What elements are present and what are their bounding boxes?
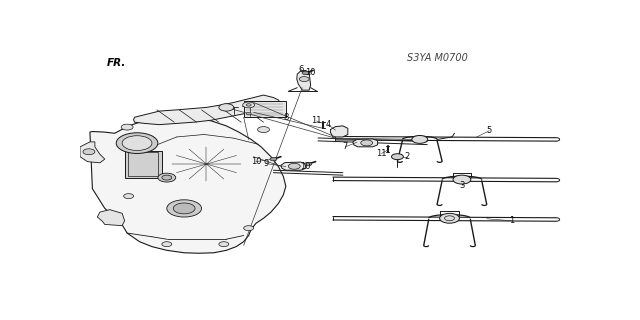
Circle shape	[246, 112, 251, 115]
Circle shape	[122, 136, 152, 150]
Circle shape	[167, 200, 202, 217]
Text: 10: 10	[300, 162, 311, 171]
Polygon shape	[353, 139, 378, 147]
Polygon shape	[90, 116, 286, 253]
Circle shape	[412, 135, 428, 143]
Polygon shape	[80, 142, 105, 163]
Circle shape	[116, 133, 158, 154]
Text: 9: 9	[264, 159, 269, 168]
Polygon shape	[125, 150, 162, 178]
Text: 10: 10	[251, 157, 261, 166]
Circle shape	[302, 71, 309, 75]
Text: 11: 11	[311, 116, 322, 125]
Circle shape	[440, 213, 460, 223]
Text: 8: 8	[283, 113, 289, 122]
Polygon shape	[134, 95, 281, 124]
Text: 11: 11	[376, 149, 387, 158]
Polygon shape	[244, 101, 286, 117]
Circle shape	[300, 76, 309, 82]
Circle shape	[361, 140, 372, 146]
Circle shape	[392, 154, 403, 160]
Text: 2: 2	[404, 152, 410, 161]
Text: FR.: FR.	[108, 58, 127, 68]
Circle shape	[288, 163, 300, 169]
Circle shape	[162, 175, 172, 180]
Text: 10: 10	[305, 68, 316, 77]
Circle shape	[243, 102, 255, 108]
Circle shape	[158, 173, 176, 182]
Circle shape	[219, 242, 229, 247]
Text: 5: 5	[486, 126, 492, 135]
Circle shape	[257, 127, 269, 132]
Polygon shape	[97, 210, 125, 226]
Polygon shape	[281, 162, 306, 170]
Circle shape	[121, 124, 133, 130]
Text: 1: 1	[509, 216, 514, 225]
Circle shape	[83, 149, 95, 155]
Circle shape	[173, 203, 195, 214]
Circle shape	[219, 104, 234, 111]
Text: 7: 7	[342, 142, 348, 151]
Text: 3: 3	[460, 180, 465, 189]
Circle shape	[162, 242, 172, 247]
Text: 4: 4	[325, 120, 331, 129]
Circle shape	[124, 194, 134, 198]
Polygon shape	[330, 126, 348, 137]
Text: 6: 6	[298, 65, 303, 74]
Circle shape	[270, 157, 277, 161]
Polygon shape	[297, 70, 310, 90]
Circle shape	[244, 226, 253, 231]
Circle shape	[305, 162, 312, 166]
Circle shape	[453, 175, 471, 184]
Text: S3YA M0700: S3YA M0700	[406, 53, 468, 63]
Circle shape	[246, 104, 251, 106]
